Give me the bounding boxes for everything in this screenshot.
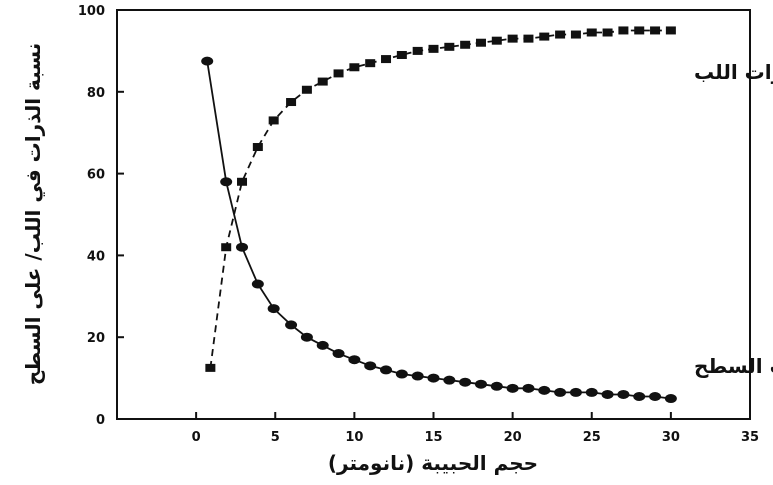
x-tick-label: 25	[583, 430, 601, 445]
data-point-surface	[601, 389, 614, 399]
data-point-core	[602, 28, 613, 37]
data-point-surface	[474, 379, 487, 389]
data-point-surface	[459, 377, 472, 387]
y-axis-title: نسبة الذرات في اللب/ على السطح	[21, 43, 46, 385]
data-point-surface	[427, 373, 440, 383]
data-point-core	[412, 46, 423, 55]
y-tick-label: 0	[96, 413, 105, 428]
data-point-core	[444, 42, 455, 51]
x-tick-label: 15	[424, 430, 442, 445]
series-line-core	[209, 29, 671, 369]
data-point-surface	[664, 394, 677, 404]
data-point-surface	[554, 387, 567, 397]
data-point-surface	[649, 392, 662, 402]
data-point-core	[349, 63, 360, 72]
data-point-surface	[251, 279, 264, 289]
data-point-core	[523, 34, 534, 43]
y-tick-label: 20	[87, 331, 105, 346]
series-layer	[201, 26, 677, 404]
x-tick-label: 20	[504, 430, 522, 445]
data-point-core	[618, 26, 629, 35]
x-tick-label: 30	[662, 430, 680, 445]
data-point-surface	[443, 375, 456, 385]
data-point-core	[286, 98, 297, 107]
data-point-core	[555, 30, 566, 39]
data-point-surface	[633, 392, 646, 402]
data-point-core	[268, 116, 279, 125]
data-point-surface	[569, 387, 582, 397]
data-point-surface	[201, 56, 214, 66]
data-point-surface	[267, 304, 280, 314]
data-point-surface	[617, 389, 630, 399]
data-point-surface	[411, 371, 424, 381]
data-point-core	[333, 69, 344, 78]
data-point-core	[252, 143, 263, 152]
data-point-core	[650, 26, 661, 35]
data-point-surface	[300, 332, 313, 342]
data-point-core	[301, 85, 312, 94]
series-label-core: ذرات اللب	[694, 60, 773, 84]
y-tick-label: 40	[87, 249, 105, 264]
x-tick-label: 5	[271, 430, 280, 445]
x-axis-ticks: 0 5 10 15 20 25 30 35	[192, 412, 759, 445]
data-point-core	[539, 32, 550, 41]
data-point-core	[381, 55, 392, 64]
x-tick-label: 35	[741, 430, 759, 445]
data-point-core	[586, 28, 597, 37]
data-point-surface	[522, 383, 535, 393]
data-point-surface	[585, 387, 598, 397]
series-label-surface: ذرات السطح	[694, 354, 773, 378]
y-axis-ticks: 0 20 40 60 80 100	[78, 4, 124, 428]
data-point-surface	[285, 320, 298, 330]
plot-frame	[116, 9, 751, 420]
data-point-core	[317, 77, 328, 86]
data-point-surface	[236, 242, 249, 252]
data-point-core	[475, 38, 486, 47]
data-point-surface	[220, 177, 233, 187]
x-axis-title: حجم الحبيبة (نانومتر)	[328, 451, 538, 475]
data-point-surface	[316, 340, 329, 350]
data-point-core	[365, 59, 376, 68]
data-point-core	[570, 30, 581, 39]
data-point-surface	[395, 369, 408, 379]
data-point-core	[221, 243, 232, 252]
data-point-core	[396, 50, 407, 59]
data-point-surface	[364, 361, 377, 371]
data-point-surface	[506, 383, 519, 393]
data-point-core	[665, 26, 676, 35]
data-point-core	[205, 363, 216, 372]
data-point-surface	[538, 385, 551, 395]
y-tick-label: 100	[78, 4, 105, 19]
data-point-core	[507, 34, 518, 43]
data-point-core	[634, 26, 645, 35]
data-point-core	[237, 177, 248, 186]
x-tick-label: 10	[345, 430, 363, 445]
y-tick-label: 80	[87, 86, 105, 101]
data-point-surface	[332, 349, 345, 359]
y-tick-label: 60	[87, 168, 105, 183]
data-point-core	[491, 36, 502, 45]
data-point-core	[460, 40, 471, 49]
data-point-surface	[348, 355, 361, 365]
series-line-surface	[206, 60, 672, 400]
data-point-core	[428, 44, 439, 53]
x-tick-label: 0	[192, 430, 201, 445]
data-point-surface	[380, 365, 393, 375]
data-point-surface	[490, 381, 503, 391]
